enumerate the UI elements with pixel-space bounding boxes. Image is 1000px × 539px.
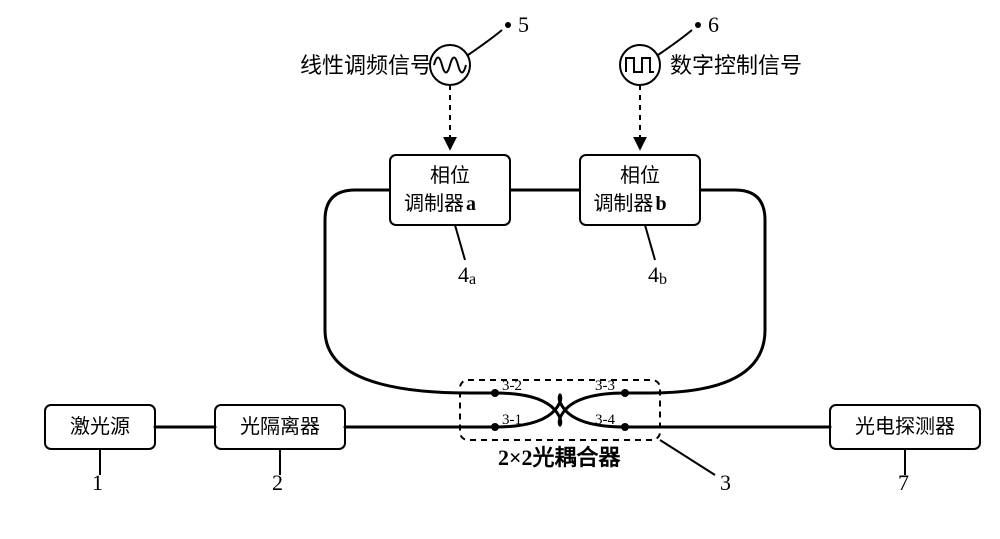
pmb-num: 4b	[648, 262, 667, 288]
pmb-line2: 调制器	[593, 192, 653, 215]
laser-label: 激光源	[70, 415, 130, 438]
isolator-label: 光隔离器	[240, 415, 320, 438]
coupler: 3-1 3-2 3-3 3-4	[460, 378, 660, 440]
detector-num: 7	[898, 470, 909, 495]
svg-text:调制器a: 调制器a	[404, 192, 476, 215]
isolator-num: 2	[272, 470, 283, 495]
detector-label: 光电探测器	[855, 415, 955, 438]
coupler-caption: 2×2光耦合器	[498, 445, 622, 470]
sig6-label: 数字控制信号	[670, 53, 802, 78]
sig6-num: 6	[708, 12, 719, 37]
isolator-box: 光隔离器	[215, 405, 345, 449]
port-3-2: 3-2	[502, 378, 522, 394]
detector-box: 光电探测器	[830, 405, 980, 449]
sig5-num: 5	[518, 12, 529, 37]
coupler-num: 3	[720, 470, 731, 495]
port-3-1: 3-1	[502, 412, 522, 428]
svg-text:调制器b: 调制器b	[593, 192, 666, 215]
sig5-label: 线性调频信号	[300, 53, 432, 78]
phase-mod-a-box: 相位 调制器a	[390, 155, 510, 225]
digital-source	[620, 45, 660, 85]
pma-line1: 相位	[430, 164, 470, 187]
pmb-line1: 相位	[620, 164, 660, 187]
chirp-source	[430, 45, 470, 85]
pma-letter: a	[466, 193, 476, 215]
laser-num: 1	[92, 470, 103, 495]
pma-num: 4a	[458, 262, 476, 288]
port-3-3: 3-3	[595, 378, 615, 394]
pmb-letter: b	[655, 193, 666, 215]
port-3-4: 3-4	[595, 412, 615, 428]
laser-source-box: 激光源	[45, 405, 155, 449]
pma-line2: 调制器	[404, 192, 464, 215]
phase-mod-b-box: 相位 调制器b	[580, 155, 700, 225]
